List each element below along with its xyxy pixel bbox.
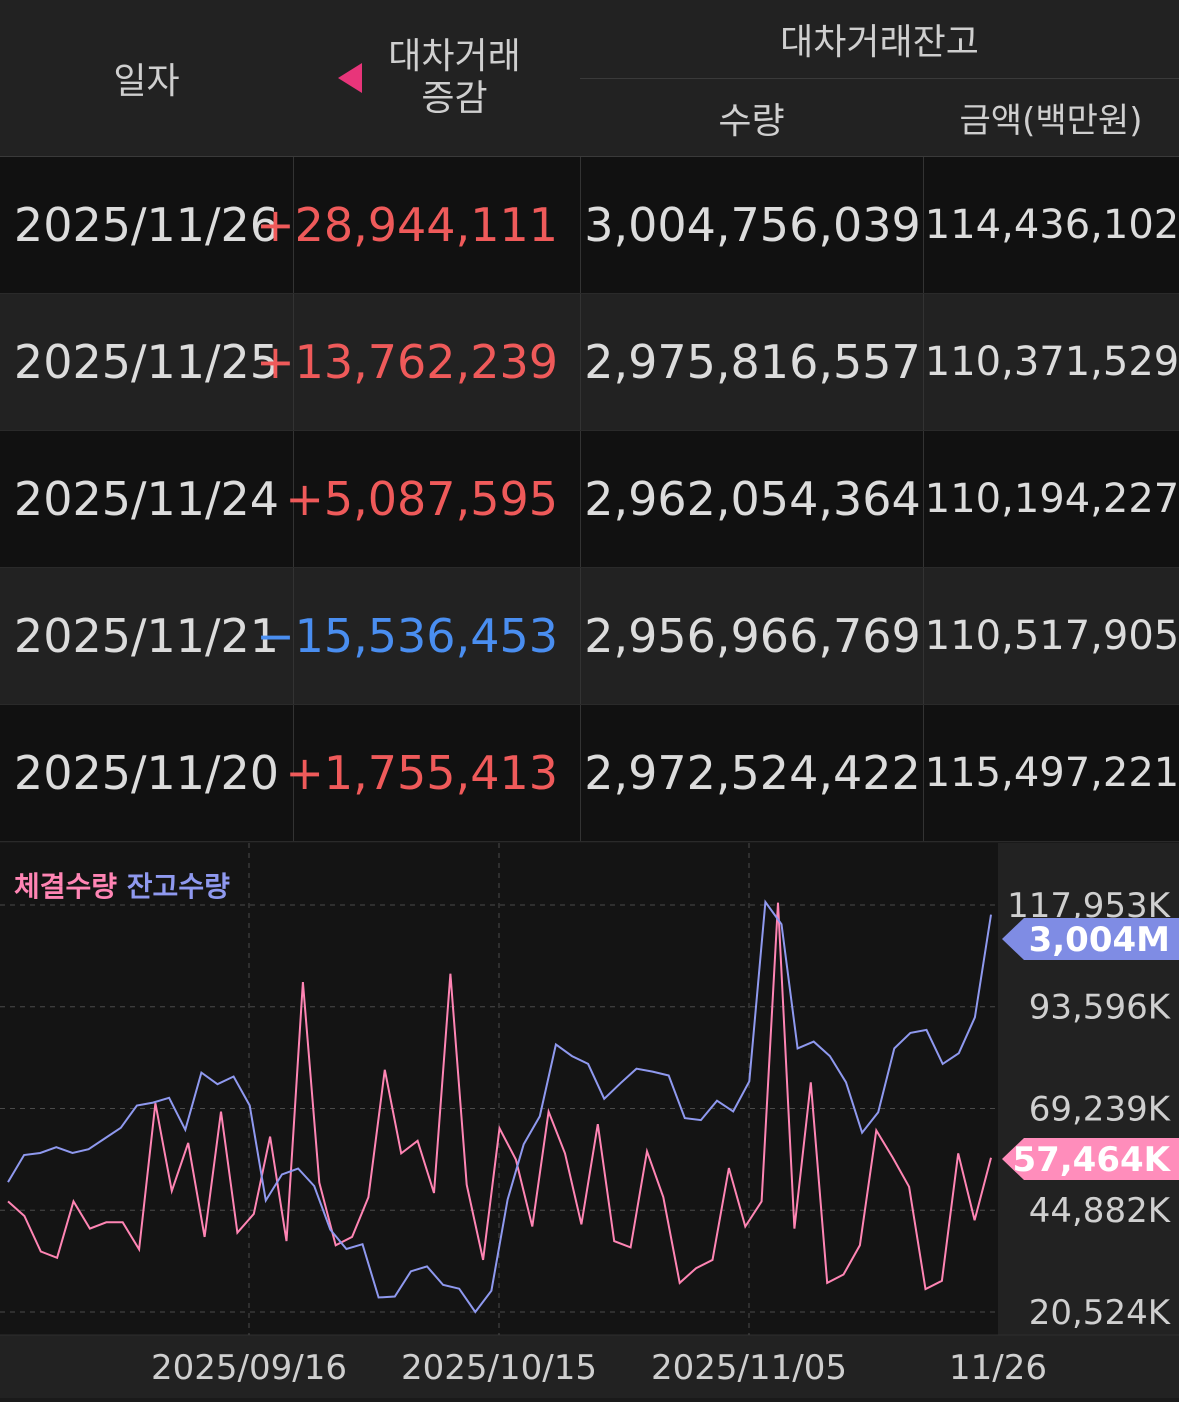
table-body: 2025/11/26 +28,944,111 3,004,756,039 114… <box>0 157 1179 842</box>
change-column-header[interactable]: 대차거래 증감 <box>293 0 580 156</box>
row-date: 2025/11/21 <box>13 609 280 663</box>
y-tick-label: 93,596K <box>1029 988 1172 1028</box>
table-row[interactable]: 2025/11/25 +13,762,239 2,975,816,557 110… <box>0 294 1179 431</box>
series-line-잔고수량 <box>7 899 992 1314</box>
amount-column-header[interactable]: 금액(백만원) <box>959 101 1143 141</box>
row-amount: 110,194,227 <box>923 431 1179 567</box>
row-amount: 110,517,905 <box>923 568 1179 704</box>
row-qty: 2,956,966,769 <box>580 568 924 704</box>
legend-series2: 잔고수량 <box>126 870 230 903</box>
row-date: 2025/11/20 <box>13 746 280 800</box>
change-label-line1: 대차거래 <box>388 36 521 77</box>
row-change: +1,755,413 <box>285 705 580 841</box>
y-tick-label: 20,524K <box>1029 1293 1172 1333</box>
row-amount: 110,371,529 <box>923 294 1179 430</box>
y-tick-label: 69,239K <box>1029 1089 1172 1129</box>
row-date: 2025/11/24 <box>13 472 280 526</box>
x-tick-label: 2025/11/05 <box>651 1348 847 1388</box>
y-tick-label: 44,882K <box>1029 1191 1172 1231</box>
sort-arrow-left-icon[interactable] <box>338 63 363 93</box>
row-date: 2025/11/25 <box>13 335 280 389</box>
chart-legend: 체결수량 잔고수량 <box>14 865 230 905</box>
chart-canvas[interactable]: 117,953K93,596K69,239K44,882K20,524K2025… <box>0 843 1179 1398</box>
row-qty: 2,975,816,557 <box>580 294 924 430</box>
table-row[interactable]: 2025/11/21 −15,536,453 2,956,966,769 110… <box>0 568 1179 705</box>
row-amount: 115,497,221 <box>923 705 1179 841</box>
balance-group-header: 대차거래잔고 <box>780 22 979 63</box>
volume-badge-label: 57,464K <box>1012 1140 1171 1180</box>
row-change: +28,944,111 <box>256 157 580 293</box>
balance-badge-bg <box>1002 918 1179 960</box>
x-tick-label: 11/26 <box>949 1348 1047 1388</box>
table-row[interactable]: 2025/11/26 +28,944,111 3,004,756,039 114… <box>0 157 1179 294</box>
table-row[interactable]: 2025/11/24 +5,087,595 2,962,054,364 110,… <box>0 431 1179 568</box>
row-change: −15,536,453 <box>256 568 580 704</box>
table-row[interactable]: 2025/11/20 +1,755,413 2,972,524,422 115,… <box>0 705 1179 842</box>
balance-badge-label: 3,004M <box>1029 920 1170 960</box>
series-line-체결수량 <box>7 902 992 1291</box>
x-tick-label: 2025/09/16 <box>151 1348 347 1388</box>
change-column-label: 대차거래 증감 <box>388 36 520 120</box>
volume-badge-bg <box>1002 1138 1179 1180</box>
legend-series1: 체결수량 <box>14 870 118 903</box>
row-change: +13,762,239 <box>256 294 580 430</box>
x-tick-label: 2025/10/15 <box>401 1348 597 1388</box>
table-header: 일자 대차거래 증감 대차거래잔고 수량 금액(백만원) <box>0 0 1179 157</box>
row-qty: 2,972,524,422 <box>580 705 924 841</box>
row-date: 2025/11/26 <box>13 198 280 252</box>
qty-column-header[interactable]: 수량 <box>718 100 785 142</box>
header-divider <box>580 78 1179 79</box>
row-amount: 114,436,102 <box>923 157 1179 293</box>
volume-chart[interactable]: 117,953K 93,596K 69,239K 44,882K 20,524K 2025… <box>0 843 1179 1398</box>
date-column-header[interactable]: 일자 <box>113 61 180 102</box>
row-change: +5,087,595 <box>285 431 580 567</box>
change-label-line2: 증감 <box>421 78 488 119</box>
row-qty: 2,962,054,364 <box>580 431 924 567</box>
row-qty: 3,004,756,039 <box>580 157 924 293</box>
